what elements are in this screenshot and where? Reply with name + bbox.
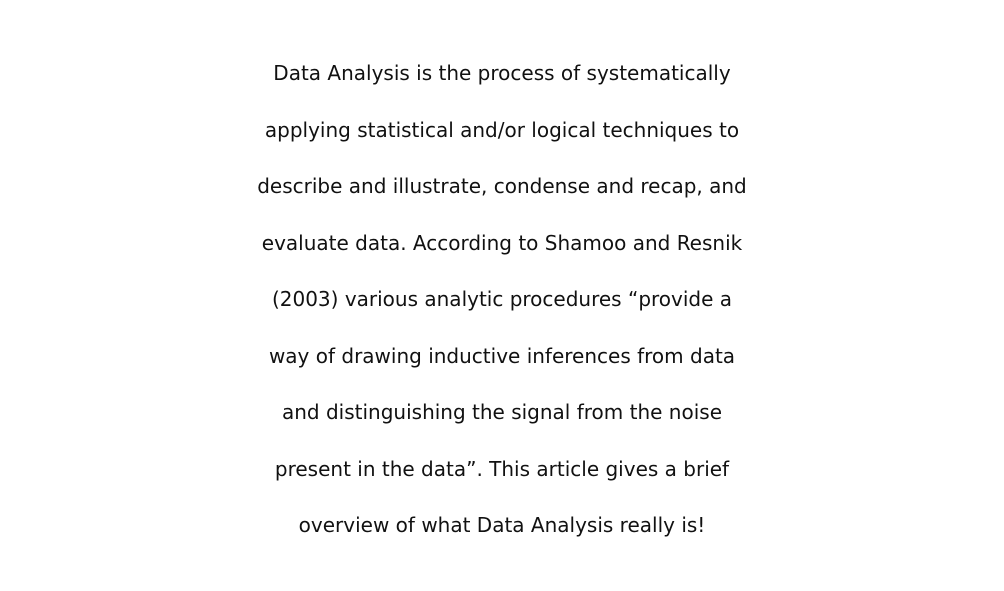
paragraph: Data Analysis is the process of systemat…	[0, 45, 1004, 554]
paragraph-line: describe and illustrate, condense and re…	[257, 174, 747, 198]
paragraph-line: (2003) various analytic procedures “prov…	[271, 287, 733, 311]
paragraph-line: present in the data”. This article gives…	[274, 456, 730, 481]
paragraph-line: Data Analysis is the process of systemat…	[273, 61, 731, 85]
paragraph-line: evaluate data. According to Shamoo and R…	[261, 230, 743, 255]
paragraph-line: overview of what Data Analysis really is…	[298, 513, 706, 537]
paragraph-line: way of drawing inductive inferences from…	[268, 343, 736, 368]
paragraph-line: and distinguishing the signal from the n…	[281, 400, 722, 424]
paragraph-line: applying statistical and/or logical tech…	[264, 117, 740, 142]
